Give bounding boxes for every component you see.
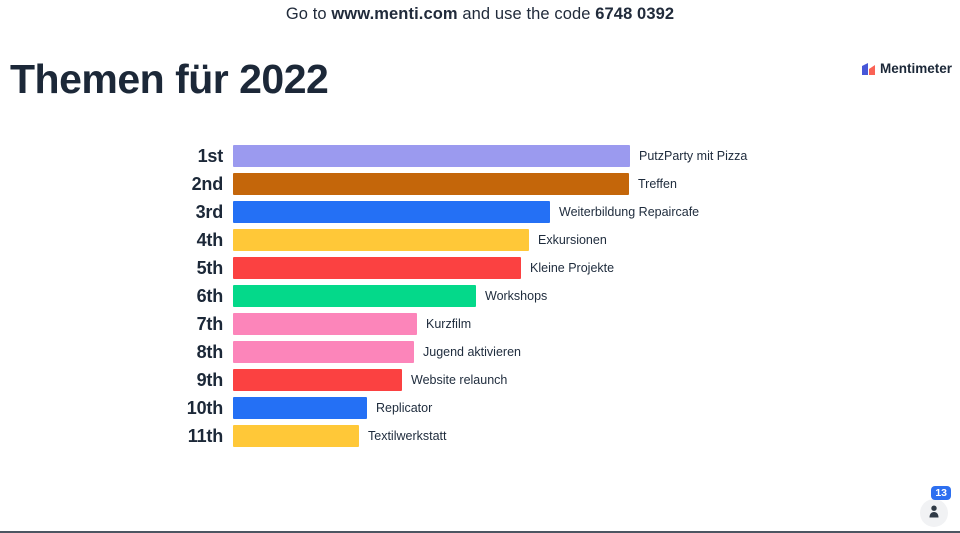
rank-label: 10th bbox=[186, 397, 223, 418]
ranking-row: 6th Workshops bbox=[0, 285, 960, 307]
ranking-bar bbox=[233, 341, 414, 363]
ranking-row: 10th Replicator bbox=[0, 397, 960, 419]
ranking-row: 3rd Weiterbildung Repaircafe bbox=[0, 201, 960, 223]
rank-label: 2nd bbox=[191, 173, 224, 194]
participant-count-badge: 13 bbox=[931, 486, 951, 500]
ranking-bar bbox=[233, 369, 402, 391]
bar-label: Textilwerkstatt bbox=[368, 429, 447, 443]
mentimeter-logo-icon bbox=[861, 62, 876, 76]
join-url: www.menti.com bbox=[331, 5, 458, 23]
ranking-row: 1st PutzParty mit Pizza bbox=[0, 145, 960, 167]
rank-label: 11th bbox=[187, 425, 223, 446]
bar-label: Treffen bbox=[638, 177, 677, 191]
rank-label: 8th bbox=[196, 341, 224, 362]
join-code: 6748 0392 bbox=[595, 5, 675, 23]
participants-circle bbox=[920, 499, 948, 527]
bar-label: Website relaunch bbox=[411, 373, 508, 387]
rank-label: 9th bbox=[196, 369, 224, 390]
window-bottom-edge bbox=[0, 531, 960, 533]
page-title: Themen für 2022 bbox=[10, 56, 329, 102]
ranking-bar bbox=[233, 145, 630, 167]
ranking-row: 5th Kleine Projekte bbox=[0, 257, 960, 279]
ranking-bar bbox=[233, 397, 367, 419]
rank-label: 3rd bbox=[195, 201, 224, 222]
bar-label: Exkursionen bbox=[538, 233, 607, 247]
join-instructions: Go to www.menti.com and use the code 674… bbox=[0, 5, 960, 24]
join-text-middle: and use the code bbox=[457, 5, 596, 23]
ranking-row: 4th Exkursionen bbox=[0, 229, 960, 251]
rank-label: 4th bbox=[196, 229, 224, 250]
bar-label: Weiterbildung Repaircafe bbox=[559, 205, 700, 219]
ranking-row: 11th Textilwerkstatt bbox=[0, 425, 960, 447]
bar-label: Kurzfilm bbox=[426, 317, 472, 331]
ranking-row: 9th Website relaunch bbox=[0, 369, 960, 391]
join-text-prefix: Go to bbox=[285, 5, 332, 23]
rank-label: 7th bbox=[196, 313, 224, 334]
mentimeter-logo-text: Mentimeter bbox=[879, 61, 952, 76]
ranking-chart: 1st PutzParty mit Pizza 2nd Treffen 3rd … bbox=[0, 145, 960, 447]
ranking-bar bbox=[233, 285, 476, 307]
bar-label: PutzParty mit Pizza bbox=[639, 149, 748, 163]
bar-label: Workshops bbox=[485, 289, 548, 303]
ranking-bar bbox=[233, 201, 550, 223]
bar-label: Jugend aktivieren bbox=[423, 345, 521, 359]
ranking-row: 7th Kurzfilm bbox=[0, 313, 960, 335]
bar-label: Replicator bbox=[376, 401, 433, 415]
ranking-row: 8th Jugend aktivieren bbox=[0, 341, 960, 363]
ranking-bar bbox=[233, 313, 417, 335]
person-icon bbox=[926, 503, 942, 524]
ranking-bar bbox=[233, 229, 529, 251]
ranking-bar bbox=[233, 425, 359, 447]
mentimeter-logo: Mentimeter bbox=[861, 61, 952, 76]
participants-button[interactable]: 13 bbox=[920, 486, 951, 527]
rank-label: 5th bbox=[196, 257, 224, 278]
ranking-bar bbox=[233, 257, 521, 279]
rank-label: 1st bbox=[197, 145, 224, 166]
bar-label: Kleine Projekte bbox=[530, 261, 615, 275]
rank-label: 6th bbox=[196, 285, 224, 306]
ranking-row: 2nd Treffen bbox=[0, 173, 960, 195]
ranking-bar bbox=[233, 173, 629, 195]
